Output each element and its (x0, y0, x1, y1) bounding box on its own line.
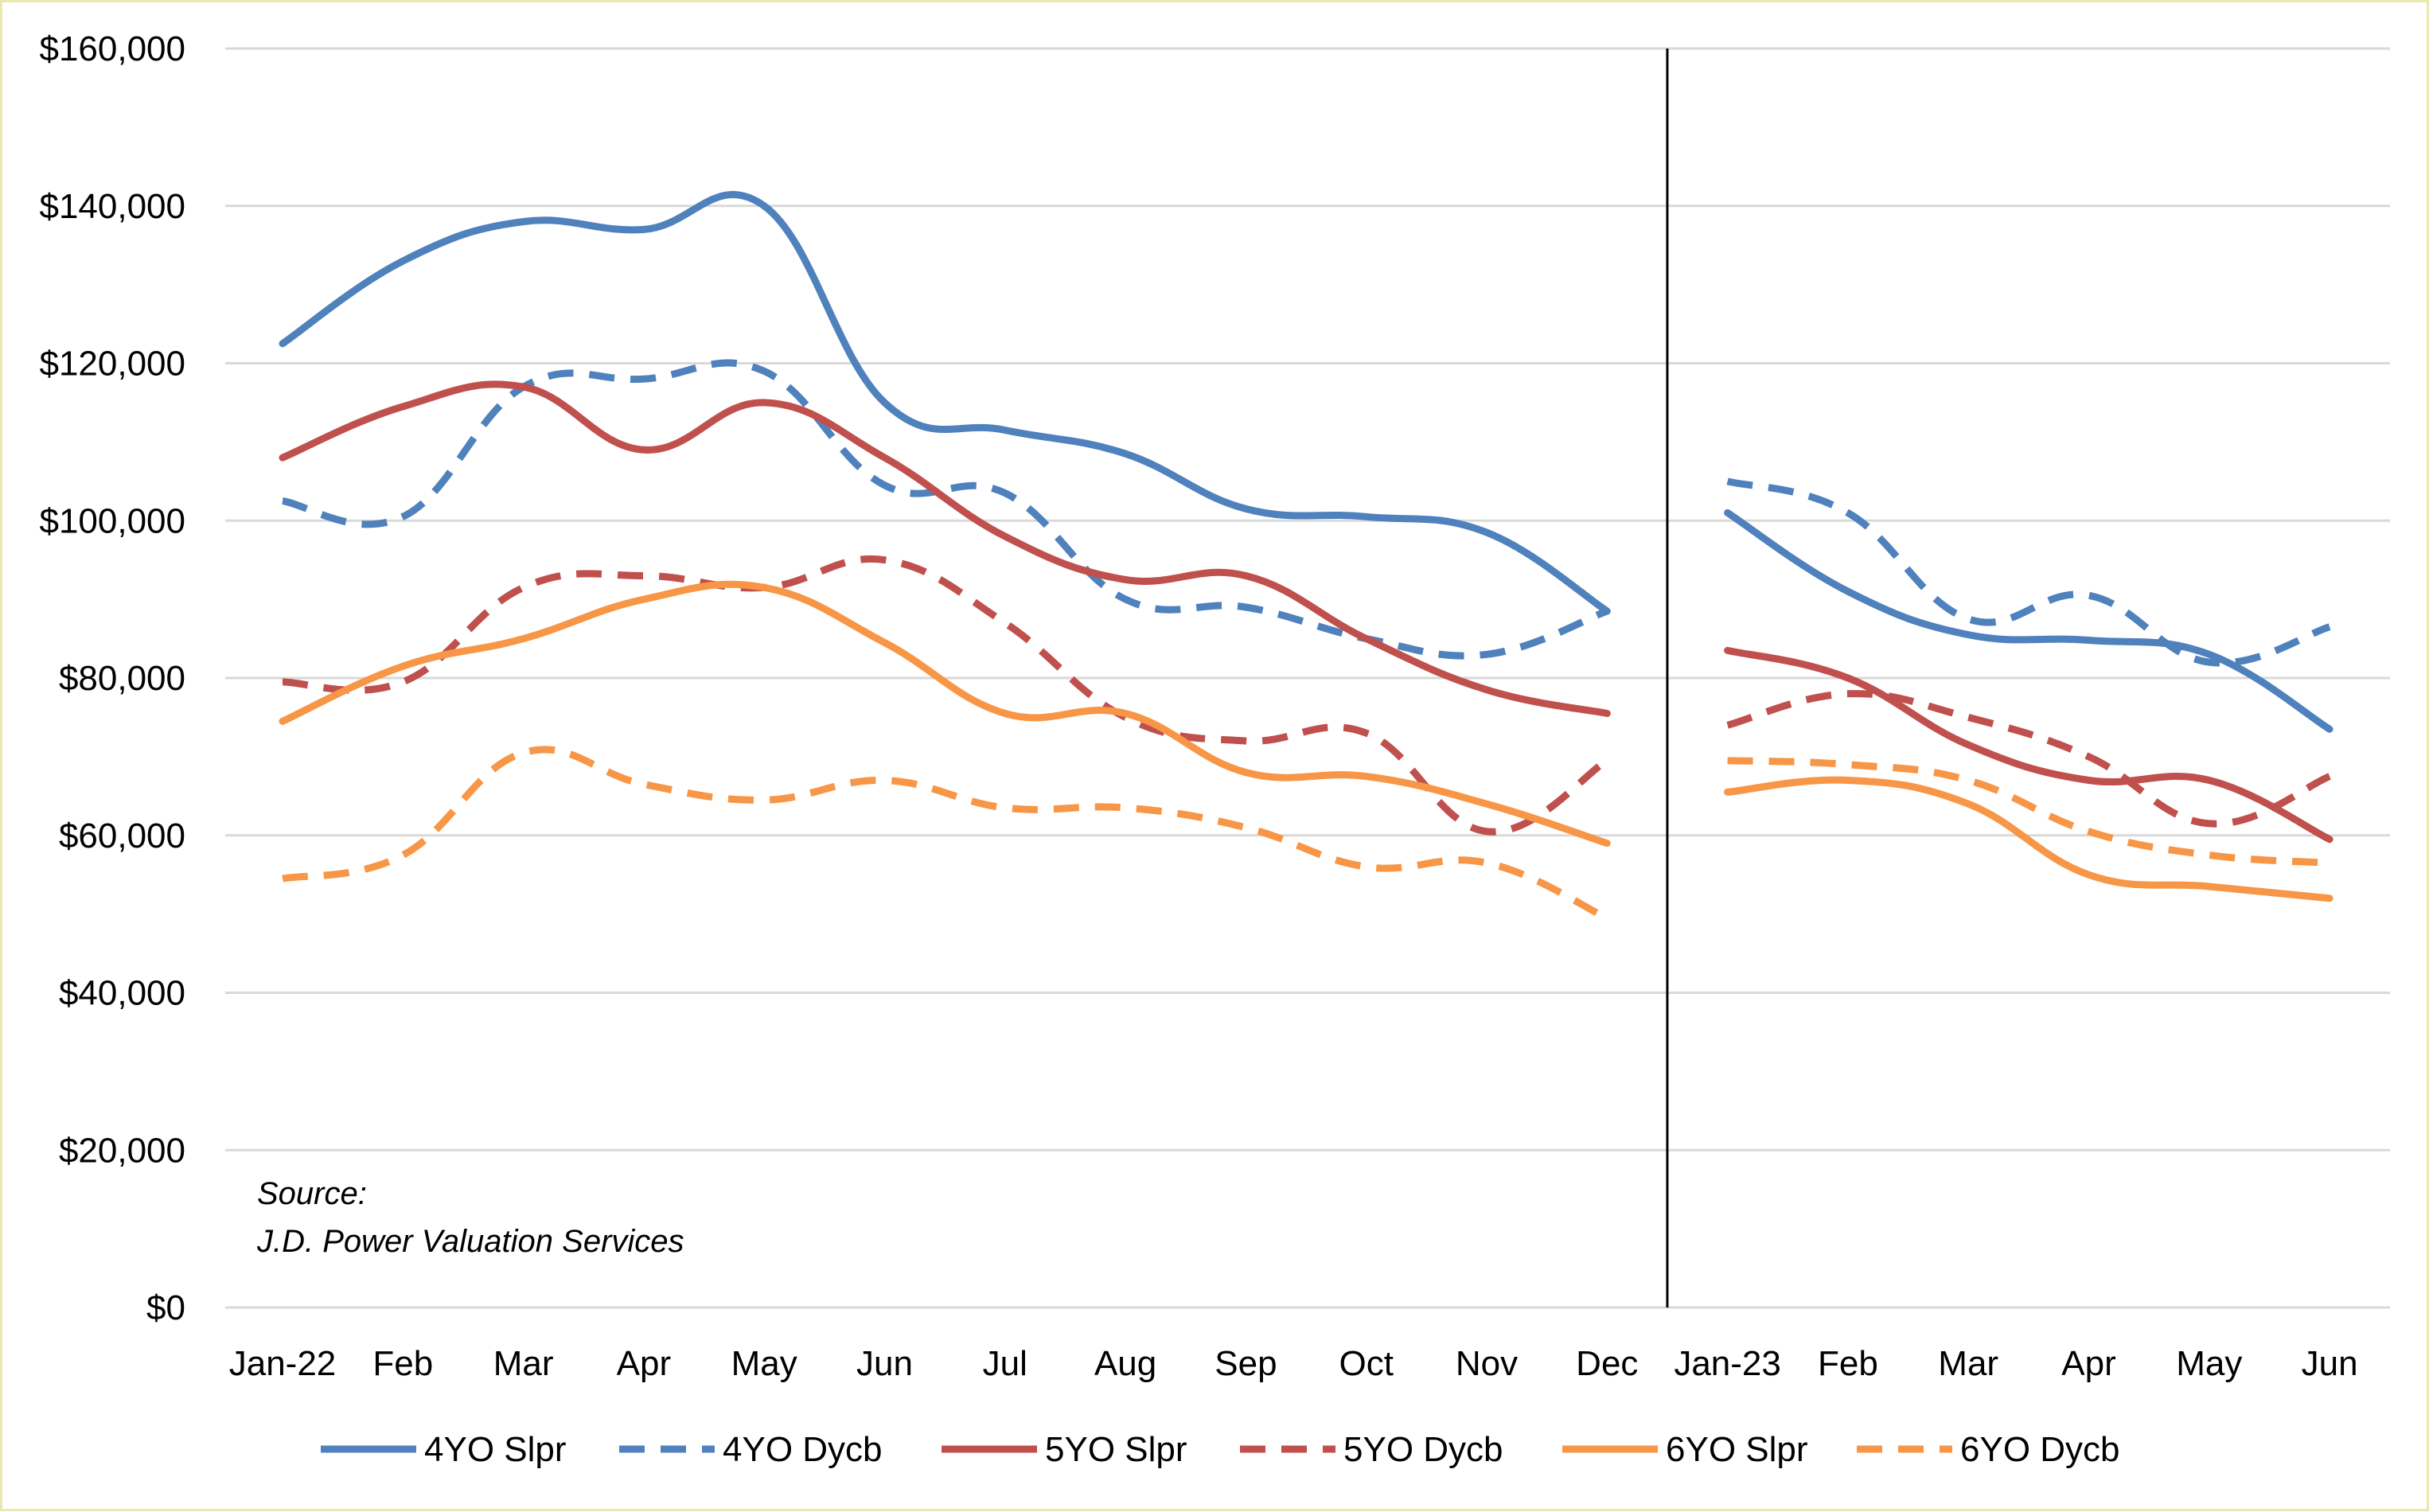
legend-label-6yo-dycb: 6YO Dycb (1960, 1430, 2120, 1469)
legend-label-4yo-dycb: 4YO Dycb (723, 1430, 883, 1469)
source-label: Source: (257, 1176, 367, 1211)
y-tick-label: $80,000 (59, 659, 185, 698)
y-tick-label: $140,000 (39, 187, 185, 226)
x-tick-label: Aug (1094, 1344, 1156, 1383)
x-tick-label: Oct (1339, 1344, 1393, 1383)
y-tick-label: $20,000 (59, 1131, 185, 1170)
x-tick-label: Dec (1576, 1344, 1638, 1383)
y-tick-label: $60,000 (59, 816, 185, 855)
y-tick-label: $160,000 (39, 29, 185, 68)
x-tick-label: Mar (493, 1344, 554, 1383)
x-axis-tick-labels: Jan-22 Feb Mar Apr May Jun Jul Aug Sep Oct Nov Dec J… (229, 1344, 2358, 1383)
series-lines (279, 191, 2333, 922)
source-name: J.D. Power Valuation Services (256, 1224, 684, 1259)
y-tick-label: $0 (146, 1288, 185, 1327)
x-tick-label: Jan-22 (229, 1344, 337, 1383)
series-line-5yo-slpr-2022 (279, 380, 1611, 717)
x-tick-label: Apr (2061, 1344, 2115, 1383)
x-tick-label: Mar (1938, 1344, 1998, 1383)
legend-label-5yo-dycb: 5YO Dycb (1343, 1430, 1503, 1469)
x-tick-label: Jan-23 (1674, 1344, 1781, 1383)
x-tick-label: Nov (1456, 1344, 1518, 1383)
gridlines (225, 47, 2390, 1152)
y-tick-label: $40,000 (59, 974, 185, 1013)
x-tick-label: May (2176, 1344, 2242, 1383)
x-tick-label: Apr (617, 1344, 671, 1383)
x-tick-label: Feb (372, 1344, 433, 1383)
x-tick-label: Jun (856, 1344, 913, 1383)
x-tick-label: Feb (1818, 1344, 1878, 1383)
series-line-6yo-slpr-2023 (1724, 776, 2333, 902)
series-line-6yo-slpr-2022 (279, 580, 1611, 848)
series-line-4yo-dycb-2023 (1726, 477, 2331, 667)
source-annotation: Source: J.D. Power Valuation Services (256, 1176, 684, 1259)
legend-label-6yo-slpr: 6YO Slpr (1666, 1430, 1808, 1469)
x-tick-label: Jul (983, 1344, 1027, 1383)
x-tick-label: May (731, 1344, 797, 1383)
series-line-4yo-slpr-2022 (279, 191, 1611, 615)
x-tick-label: Sep (1214, 1344, 1277, 1383)
y-axis-tick-labels: $0 $20,000 $40,000 $60,000 $80,000 $100,000 $1… (39, 29, 185, 1327)
series-line-6yo-dycb-2023 (1727, 757, 2330, 867)
series-line-5yo-slpr-2023 (1724, 646, 2333, 844)
legend-label-5yo-slpr: 5YO Slpr (1045, 1430, 1187, 1469)
series-line-4yo-dycb-2022 (282, 359, 1608, 660)
series-line-6yo-dycb-2022 (282, 746, 1609, 922)
legend-label-4yo-slpr: 4YO Slpr (424, 1430, 567, 1469)
legend: 4YO Slpr 4YO Dycb 5YO Slpr 5YO Dycb 6YO Slpr… (321, 1430, 2120, 1469)
y-tick-label: $120,000 (39, 345, 185, 384)
y-tick-label: $100,000 (39, 501, 185, 540)
series-line-4yo-slpr-2023 (1724, 509, 2333, 733)
series-line-5yo-dycb-2022 (282, 555, 1609, 836)
x-tick-label: Jun (2302, 1344, 2358, 1383)
